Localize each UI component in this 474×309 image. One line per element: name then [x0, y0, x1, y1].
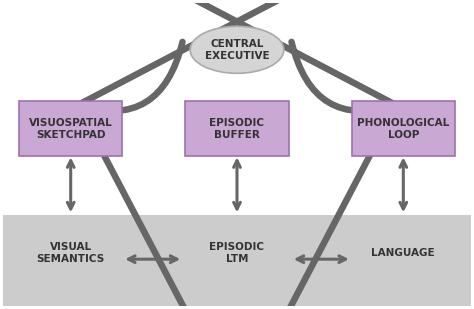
FancyBboxPatch shape [352, 101, 455, 156]
Text: PHONOLOGICAL
LOOP: PHONOLOGICAL LOOP [357, 118, 449, 139]
Text: VISUOSPATIAL
SKETCHPAD: VISUOSPATIAL SKETCHPAD [29, 118, 113, 139]
Text: EPISODIC
LTM: EPISODIC LTM [210, 242, 264, 264]
Text: LANGUAGE: LANGUAGE [372, 248, 435, 258]
Bar [3, 215, 471, 306]
Text: CENTRAL
EXECUTIVE: CENTRAL EXECUTIVE [205, 39, 269, 61]
Ellipse shape [190, 26, 284, 73]
Text: EPISODIC
BUFFER: EPISODIC BUFFER [210, 118, 264, 139]
FancyArrowPatch shape [78, 0, 391, 309]
FancyBboxPatch shape [19, 101, 122, 156]
FancyBboxPatch shape [185, 101, 289, 156]
Text: VISUAL
SEMANTICS: VISUAL SEMANTICS [36, 242, 105, 264]
FancyArrowPatch shape [83, 0, 396, 309]
